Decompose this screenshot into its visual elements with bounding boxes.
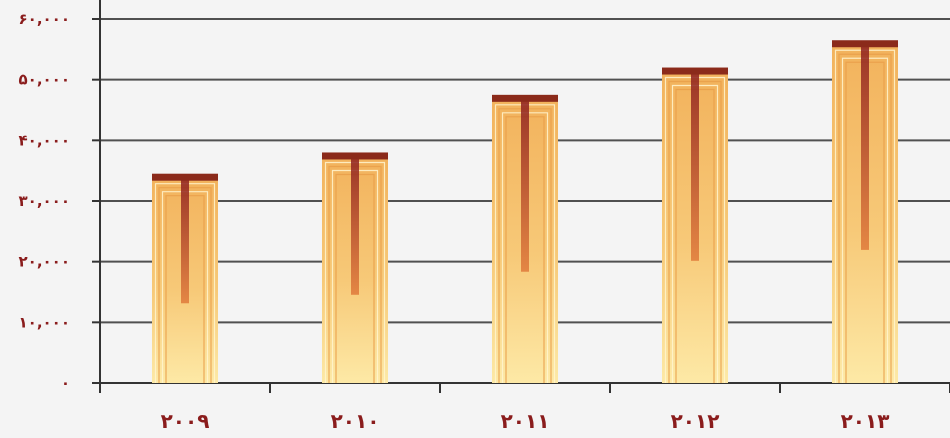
bar bbox=[152, 173, 218, 383]
bar bbox=[322, 152, 388, 383]
y-tick-label: ۶۰,۰۰۰ bbox=[19, 10, 70, 28]
y-tick-label: ۳۰,۰۰۰ bbox=[19, 192, 70, 210]
x-category-label: ۲۰۱۳ bbox=[841, 409, 890, 433]
y-tick-label: ۰ bbox=[61, 374, 70, 392]
y-tick-label: ۲۰,۰۰۰ bbox=[19, 253, 70, 271]
x-category-label: ۲۰۱۰ bbox=[331, 409, 380, 433]
x-category-label: ۲۰۰۹ bbox=[161, 409, 210, 433]
y-tick-label: ۵۰,۰۰۰ bbox=[19, 71, 70, 89]
bar bbox=[832, 40, 898, 383]
x-category-label: ۲۰۱۲ bbox=[671, 409, 720, 433]
y-tick-label: ۴۰,۰۰۰ bbox=[19, 131, 70, 149]
bar bbox=[662, 67, 728, 384]
bar bbox=[492, 94, 558, 383]
y-tick-label: ۱۰,۰۰۰ bbox=[19, 313, 70, 331]
x-category-label: ۲۰۱۱ bbox=[501, 409, 550, 433]
